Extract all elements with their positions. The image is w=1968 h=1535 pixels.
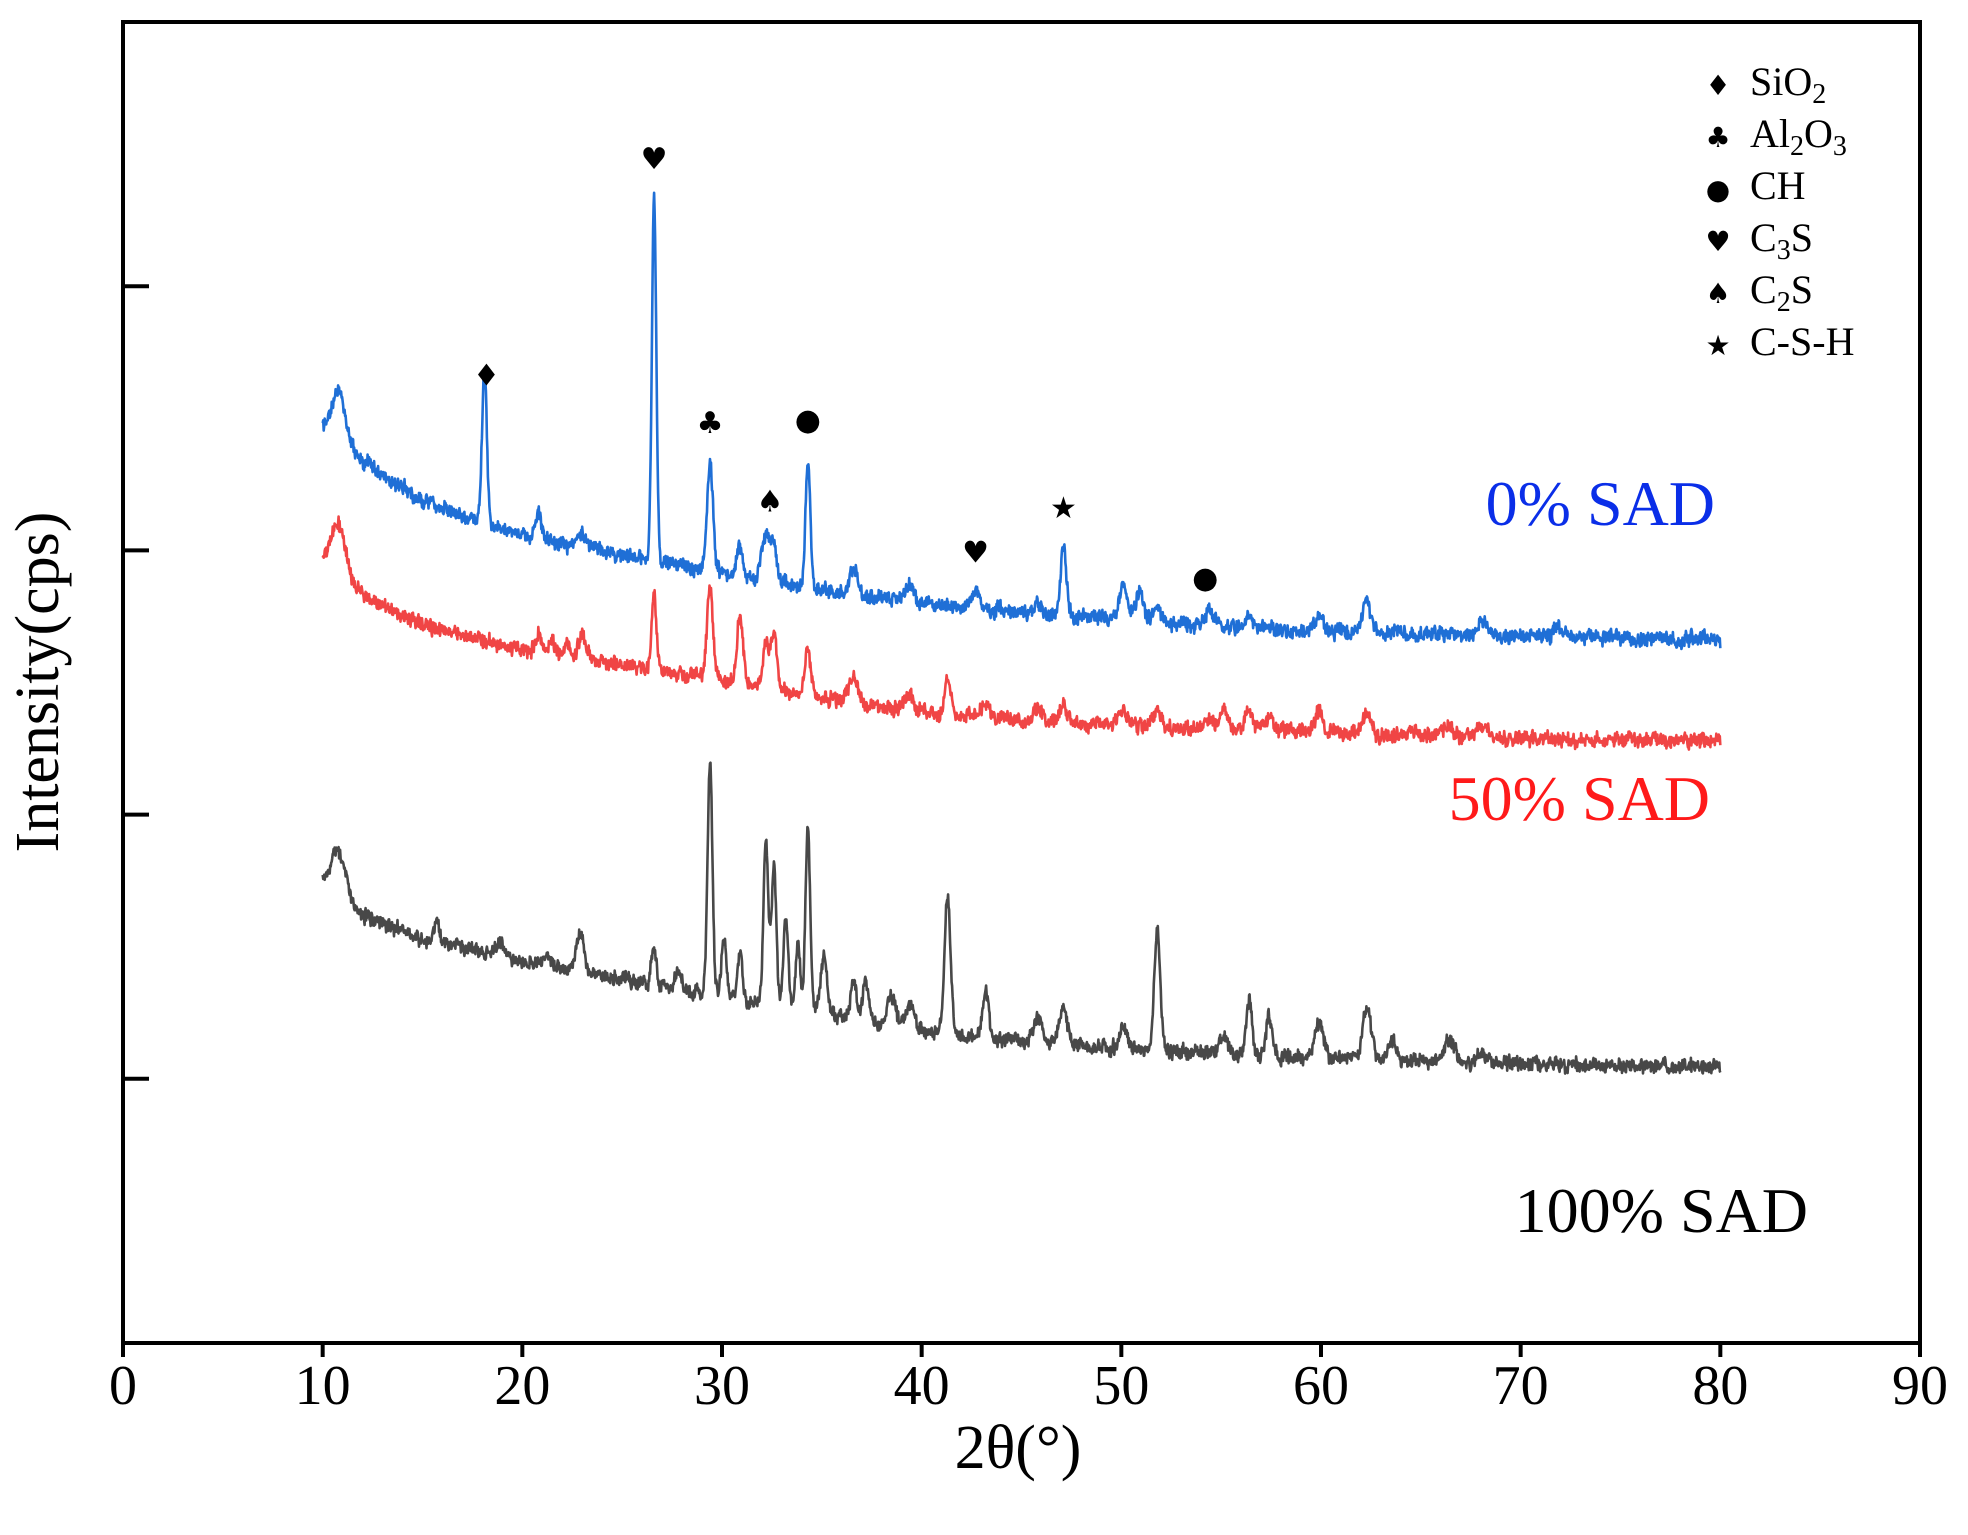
series-label-50pct: 50% SAD (1449, 763, 1710, 834)
series-label-0pct: 0% SAD (1486, 468, 1715, 539)
x-tick-label-30: 30 (694, 1355, 750, 1417)
peak-marker-sio2-0: ♦ (473, 359, 500, 394)
legend-label-0: SiO2 (1750, 59, 1826, 110)
legend-symbol-0: ♦ (1705, 69, 1730, 102)
peak-marker-ch-7: ● (1192, 561, 1218, 596)
legend: ♦ SiO2 ♣ Al2O3 ● CH ♥ C3S ♠ C2S ★ C-S-H (1705, 59, 1854, 364)
series-line-1 (321, 515, 1722, 751)
legend-label-3: C3S (1750, 215, 1813, 266)
x-tick-label-10: 10 (295, 1355, 351, 1417)
plot-frame (121, 20, 1922, 1345)
series-label-100pct: 100% SAD (1515, 1175, 1808, 1246)
x-ticks (121, 1343, 1922, 1357)
legend-symbol-3: ♥ (1705, 225, 1730, 258)
peak-marker-ch-4: ● (795, 403, 821, 438)
y-ticks (123, 284, 149, 1081)
legend-symbol-1: ♣ (1705, 121, 1730, 154)
x-tick-label-60: 60 (1293, 1355, 1349, 1417)
annotation-layer: ♦ ♥ ♣ ♠ ● ♥ ★ ● (473, 142, 1218, 596)
x-tick-label-90: 90 (1892, 1355, 1948, 1417)
x-tick-label-50: 50 (1093, 1355, 1149, 1417)
y-axis-title: Intensity(cps) (4, 512, 72, 853)
x-tick-label-40: 40 (894, 1355, 950, 1417)
series-line-2 (321, 761, 1722, 1075)
series-layer (321, 191, 1722, 1075)
legend-symbol-2: ● (1706, 173, 1730, 206)
x-axis-title: 2θ(°) (955, 1414, 1082, 1482)
x-tick-label-20: 20 (494, 1355, 550, 1417)
peak-marker-csh-6: ★ (1050, 491, 1077, 526)
legend-label-2: CH (1750, 163, 1806, 208)
legend-label-5: C-S-H (1750, 319, 1854, 364)
legend-label-4: C2S (1750, 267, 1813, 318)
peak-marker-c3s-1: ♥ (641, 142, 668, 177)
legend-symbol-4: ♠ (1705, 277, 1730, 310)
peak-marker-c3s-5: ♥ (962, 536, 989, 571)
peak-marker-c2s-3: ♠ (756, 485, 783, 520)
legend-symbol-5: ★ (1705, 329, 1730, 362)
series-line-0 (321, 191, 1722, 651)
x-tick-label-80: 80 (1692, 1355, 1748, 1417)
x-tick-label-70: 70 (1493, 1355, 1549, 1417)
peak-marker-al2o3-2: ♣ (697, 406, 724, 441)
x-tick-labels: 0 10 20 30 40 50 60 70 80 90 (109, 1355, 1948, 1417)
x-tick-label-0: 0 (109, 1355, 137, 1417)
legend-label-1: Al2O3 (1750, 111, 1847, 162)
